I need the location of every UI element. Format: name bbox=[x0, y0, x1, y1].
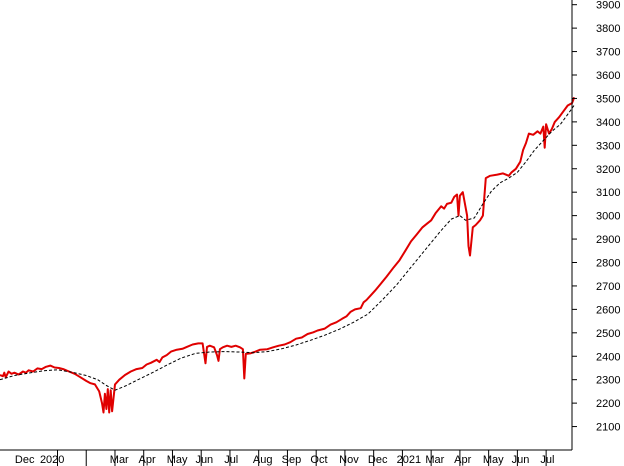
y-tick-label: 3800 bbox=[596, 23, 620, 35]
x-tick-label: Apr bbox=[454, 454, 471, 466]
y-tick-label: 3400 bbox=[596, 117, 620, 129]
x-tick-label: Sep bbox=[282, 454, 302, 466]
y-tick-label: 2400 bbox=[596, 351, 620, 363]
y-tick-label: 2500 bbox=[596, 328, 620, 340]
y-tick-label: 2200 bbox=[596, 398, 620, 410]
y-axis-ticks bbox=[572, 4, 577, 428]
y-tick-label: 3100 bbox=[596, 187, 620, 199]
x-tick-label: Jun bbox=[195, 454, 213, 466]
x-tick-label: Mar bbox=[425, 454, 444, 466]
x-tick-label: Nov bbox=[339, 454, 359, 466]
x-tick-label: Dec bbox=[15, 454, 35, 466]
y-tick-label: 3200 bbox=[596, 164, 620, 176]
x-axis-labels: Dec 2020 Mar Apr May Jun Jul Aug Sep Oct Nov Dec 202… bbox=[15, 454, 554, 466]
x-tick-label: Oct bbox=[310, 454, 327, 466]
x-tick-label: Jul bbox=[224, 454, 238, 466]
x-tick-label: Mar bbox=[110, 454, 129, 466]
y-tick-label: 2100 bbox=[596, 422, 620, 434]
x-tick-label: May bbox=[167, 454, 188, 466]
y-tick-label: 3000 bbox=[596, 211, 620, 223]
x-tick-label: Apr bbox=[139, 454, 156, 466]
series-layer bbox=[0, 97, 575, 414]
x-tick-label: Dec bbox=[368, 454, 388, 466]
x-axis-ticks bbox=[56, 450, 547, 466]
y-tick-label: 2900 bbox=[596, 234, 620, 246]
y-tick-label: 3900 bbox=[596, 0, 620, 12]
y-axis-labels: 2100 2200 2300 2400 2500 2600 2700 2800 2900 3000… bbox=[596, 0, 620, 434]
y-tick-label: 2800 bbox=[596, 258, 620, 270]
y-tick-label: 3500 bbox=[596, 93, 620, 105]
x-tick-label: Jun bbox=[512, 454, 530, 466]
x-tick-label: May bbox=[483, 454, 504, 466]
moving-average-line bbox=[0, 105, 575, 391]
y-tick-label: 2700 bbox=[596, 281, 620, 293]
y-tick-label: 2600 bbox=[596, 304, 620, 316]
x-tick-label: 2020 bbox=[40, 454, 64, 466]
x-tick-label: Aug bbox=[253, 454, 273, 466]
y-tick-label: 3600 bbox=[596, 70, 620, 82]
y-tick-label: 3700 bbox=[596, 47, 620, 59]
x-tick-label: Jul bbox=[540, 454, 554, 466]
y-tick-label: 3300 bbox=[596, 140, 620, 152]
price-line bbox=[0, 97, 575, 414]
x-tick-label: 2021 bbox=[397, 454, 421, 466]
y-tick-label: 2300 bbox=[596, 375, 620, 387]
